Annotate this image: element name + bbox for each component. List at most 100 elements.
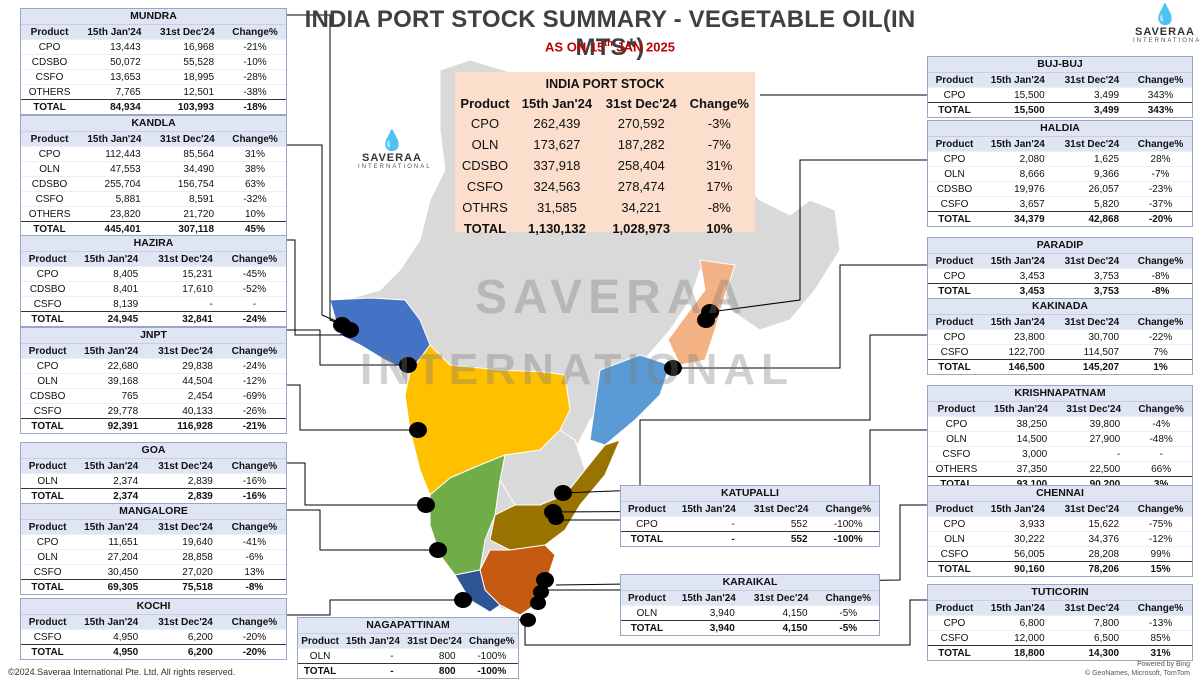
product-cell: TOTAL: [21, 644, 75, 659]
value-cell: 15,500: [981, 102, 1055, 117]
value-cell: 2,374: [74, 473, 149, 489]
port-name: TUTICORIN: [928, 585, 1192, 601]
port-row: CPO 22,680 29,838 -24%: [21, 358, 286, 374]
port-header-row: Product 15th Jan'24 31st Dec'24 Change%: [928, 315, 1192, 330]
value-cell: 63%: [224, 176, 286, 192]
port-name: NAGAPATTINAM: [298, 618, 518, 634]
port-row: CPO -552 -100%: [621, 516, 879, 532]
port-total-row: TOTAL 15,500 3,499 343%: [928, 102, 1192, 117]
port-data-table: Product 15th Jan'24 31st Dec'24 Change% CSFO…: [21, 615, 286, 659]
product-cell: CDSBO: [21, 176, 79, 192]
product-cell: CPO: [21, 358, 75, 374]
column-header: Product: [928, 254, 981, 269]
marker-jnpt: [409, 422, 427, 438]
value-cell: 8,666: [981, 166, 1055, 182]
column-header: Product: [928, 502, 981, 517]
port-data-table: Product 15th Jan'24 31st Dec'24 Change% CPO 3…: [928, 254, 1192, 298]
product-cell: TOTAL: [928, 102, 981, 117]
port-data-table: Product 15th Jan'24 31st Dec'24 Change% CPO 2…: [928, 315, 1192, 374]
product-cell: CPO: [928, 416, 985, 432]
column-header: Change%: [1129, 137, 1192, 152]
column-header: 31st Dec'24: [148, 252, 223, 267]
value-cell: 765: [74, 388, 149, 404]
value-cell: 1,028,973: [612, 221, 671, 236]
column-header: Product: [21, 25, 79, 40]
value-cell: 3,499: [1054, 87, 1130, 103]
value-cell: -10%: [224, 54, 286, 70]
port-name: KANDLA: [21, 116, 286, 132]
value-cell: -100%: [817, 531, 879, 546]
value-cell: 6,200: [148, 644, 223, 659]
logo-sub: INTERNATIONAL: [1133, 38, 1200, 44]
value-cell: 337,918: [533, 158, 581, 173]
port-total-row: TOTAL 69,305 75,518 -8%: [21, 579, 286, 594]
column-header: Product: [928, 315, 981, 330]
column-header: Change%: [224, 25, 286, 40]
value-cell: -75%: [1129, 516, 1192, 532]
column-header: 15th Jan'24: [981, 137, 1055, 152]
value-cell: 324,563: [533, 179, 581, 194]
value-cell: 17,610: [148, 281, 223, 297]
product-cell: CSFO: [466, 179, 504, 194]
value-cell: 18,995: [150, 69, 225, 85]
port-row: OLN 39,168 44,504 -12%: [21, 373, 286, 389]
value-cell: 13,653: [78, 69, 151, 85]
column-header: 15th Jan'24: [672, 591, 745, 606]
marker-hazira: [399, 357, 417, 373]
value-cell: 146,500: [981, 359, 1055, 374]
product-cell: CSFO: [928, 630, 981, 646]
column-header: Product: [21, 132, 79, 147]
value-cell: 31%: [224, 146, 286, 162]
port-row: CSFO 3,000- -: [928, 446, 1192, 462]
column-header: Change%: [222, 520, 286, 535]
value-cell: 8,401: [74, 281, 149, 297]
value-cell: 116,928: [148, 418, 223, 433]
marker-nagapattinam: [530, 596, 546, 610]
value-cell: -37%: [1129, 196, 1192, 212]
product-cell: CSFO: [21, 69, 79, 85]
value-cell: 3,657: [981, 196, 1055, 212]
port-header-row: Product 15th Jan'24 31st Dec'24 Change%: [21, 520, 286, 535]
port-name: HAZIRA: [21, 236, 286, 252]
product-cell: CDSBO: [21, 388, 75, 404]
port-row: CDSBO 8,401 17,610 -52%: [21, 281, 286, 297]
port-total-row: TOTAL -552 -100%: [621, 531, 879, 546]
product-cell: TOTAL: [928, 283, 981, 298]
port-row: OTHERS 37,350 22,500 66%: [928, 461, 1192, 477]
port-header-row: Product 15th Jan'24 31st Dec'24 Change%: [928, 254, 1192, 269]
product-cell: CSFO: [928, 196, 981, 212]
column-header: 15th Jan'24: [981, 315, 1055, 330]
column-header: Change%: [1129, 315, 1192, 330]
summary-row: CPO 262,439 270,592 -3%: [455, 113, 755, 134]
value-cell: -5%: [817, 620, 879, 635]
product-cell: CSFO: [21, 403, 75, 419]
value-cell: 800: [403, 663, 466, 678]
product-cell: OLN: [21, 161, 79, 177]
value-cell: -: [1057, 446, 1131, 462]
port-table-tuticorin: TUTICORIN Product 15th Jan'24 31st Dec'24 Ch…: [927, 584, 1193, 661]
port-total-row: TOTAL -800 -100%: [298, 663, 518, 678]
port-row: OTHERS 7,765 12,501 -38%: [21, 84, 286, 100]
column-header: Product: [21, 459, 75, 474]
value-cell: 7,765: [78, 84, 151, 100]
value-cell: 4,950: [74, 644, 149, 659]
port-total-row: TOTAL 18,800 14,300 31%: [928, 645, 1192, 660]
port-row: CDSBO 765 2,454 -69%: [21, 388, 286, 404]
port-row: CSFO 12,000 6,500 85%: [928, 630, 1192, 646]
column-header: 31st Dec'24: [1054, 254, 1130, 269]
page-subtitle: AS ON 15th JAN 2025: [290, 38, 930, 54]
port-row: CSFO 122,700 114,507 7%: [928, 344, 1192, 360]
value-cell: 39,800: [1057, 416, 1131, 432]
value-cell: 3,753: [1054, 283, 1130, 298]
port-row: OLN 47,553 34,490 38%: [21, 161, 286, 177]
port-total-row: TOTAL 4,950 6,200 -20%: [21, 644, 286, 659]
value-cell: 39,168: [74, 373, 149, 389]
column-header: 15th Jan'24: [74, 520, 149, 535]
column-header: Change%: [222, 344, 286, 359]
column-header: Change%: [1129, 254, 1192, 269]
value-cell: 27,204: [74, 549, 149, 565]
value-cell: -7%: [1129, 166, 1192, 182]
value-cell: 3,499: [1054, 102, 1130, 117]
value-cell: 12,501: [150, 84, 225, 100]
port-table-haldia: HALDIA Product 15th Jan'24 31st Dec'24 Chang…: [927, 120, 1193, 227]
